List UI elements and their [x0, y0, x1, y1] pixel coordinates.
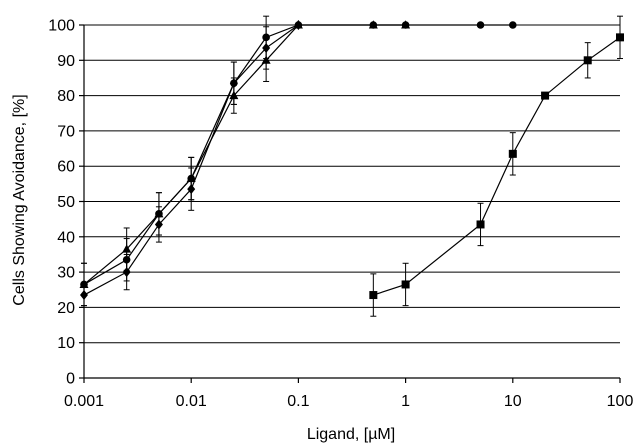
y-tick-label: 90	[57, 53, 75, 70]
x-tick-label: 0.001	[64, 393, 104, 410]
x-tick-label: 1	[401, 393, 410, 410]
x-tick-label: 0.01	[176, 393, 207, 410]
y-tick-label: 80	[57, 88, 75, 105]
x-axis-title: Ligand, [µM]	[307, 426, 395, 443]
y-tick-label: 50	[57, 194, 75, 211]
data-point	[616, 33, 624, 42]
y-tick-label: 100	[48, 18, 75, 35]
series-diamond	[80, 20, 303, 301]
x-tick-label: 100	[607, 393, 634, 410]
data-point	[187, 184, 196, 195]
data-point	[229, 78, 238, 89]
data-point	[122, 267, 131, 278]
data-point	[509, 21, 517, 29]
data-point	[262, 42, 271, 53]
data-point	[583, 56, 592, 65]
data-point	[294, 20, 303, 30]
series-line	[83, 24, 406, 285]
series-layer	[79, 15, 624, 317]
data-point	[476, 220, 485, 229]
series-triangle	[79, 20, 411, 307]
data-point	[476, 21, 485, 29]
y-tick-label: 70	[57, 123, 75, 140]
data-point	[369, 291, 378, 300]
y-tick-labels: 0 10 20 30 40 50 60 70 80 90 100	[48, 18, 84, 388]
y-tick-label: 0	[66, 371, 75, 388]
series-line	[83, 24, 513, 285]
y-tick-label: 30	[57, 265, 75, 282]
data-point	[401, 280, 410, 289]
y-tick-label: 10	[57, 335, 75, 352]
y-axis-title: Cells Showing Avoidance, [%]	[11, 94, 28, 305]
x-tick-label: 0.1	[287, 393, 309, 410]
y-tick-label: 60	[57, 159, 75, 176]
data-point	[80, 280, 88, 289]
series-square	[369, 15, 624, 317]
y-tick-label: 20	[57, 300, 75, 317]
data-point	[541, 91, 550, 100]
data-point	[401, 21, 410, 29]
grid-layer	[84, 24, 620, 344]
data-point	[369, 21, 378, 29]
x-tick-label: 10	[504, 393, 522, 410]
x-tick-labels: 0.001 0.01 0.1 1 10 100	[64, 378, 633, 410]
data-point	[508, 149, 517, 158]
y-tick-label: 40	[57, 229, 75, 246]
data-point	[154, 219, 163, 230]
series-circle	[80, 15, 517, 307]
data-point	[80, 290, 88, 301]
